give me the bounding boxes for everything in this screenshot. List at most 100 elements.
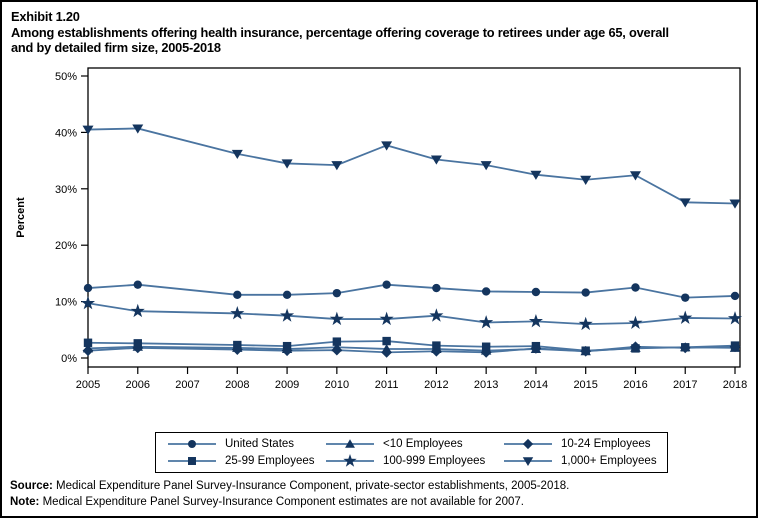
x-tick-label: 2015: [573, 379, 597, 391]
source-label: Source:: [10, 480, 53, 492]
legend-label-united-states: United States: [225, 438, 295, 450]
legend-item-united-states: United States: [166, 436, 324, 452]
x-tick-label: 2012: [424, 379, 448, 391]
1-000-employees-marker-icon: [504, 457, 552, 466]
data-point-10-24-employees-2011: [381, 346, 393, 358]
data-point-10-24-employees-2005: [82, 345, 94, 357]
data-point-100-999-employees-2013: [479, 315, 494, 329]
data-point-1-000-employees-2016: [629, 171, 641, 181]
source-note: Source: Medical Expenditure Panel Survey…: [10, 478, 748, 494]
chart-title-line-1: Among establishments offering health ins…: [11, 24, 669, 40]
legend-item-10-employees: <10 Employees: [324, 436, 502, 452]
data-point-25-99-employees-2005: [83, 338, 93, 347]
x-tick-label: 2017: [673, 379, 697, 391]
data-point-25-99-employees-2010: [332, 337, 342, 346]
data-point-1-000-employees-2009: [281, 159, 293, 169]
data-point-1-000-employees-2006: [132, 124, 144, 134]
data-point-united-states-2011: [382, 280, 391, 289]
data-point-united-states-2006: [133, 280, 142, 289]
data-point-united-states-2009: [282, 290, 292, 300]
availability-note: Note: Medical Expenditure Panel Survey-I…: [10, 494, 748, 510]
legend-item-10-24-employees: 10-24 Employees: [502, 436, 657, 452]
data-point-100-999-employees-2009: [280, 308, 295, 322]
data-point-100-999-employees-2005: [80, 295, 96, 310]
legend-label-25-99-employees: 25-99 Employees: [225, 455, 315, 467]
data-point-10-24-employees-2010: [331, 344, 343, 356]
y-tick-label: 30%: [55, 184, 77, 196]
data-point-united-states-2012: [432, 283, 441, 293]
legend-label-1-000-employees: 1,000+ Employees: [561, 455, 657, 467]
data-point-100-999-employees-2010: [329, 311, 344, 326]
legend-item-25-99-employees: 25-99 Employees: [166, 453, 324, 469]
x-tick-label: 2006: [126, 379, 150, 391]
data-point-100-999-employees-2012: [429, 308, 444, 322]
x-tick-label: 2016: [623, 379, 647, 391]
y-tick-label: 0%: [61, 353, 77, 365]
data-point-100-999-employees-2014: [528, 313, 543, 328]
exhibit-label: Exhibit 1.20: [11, 9, 80, 24]
25-99-employees-marker-icon: [168, 457, 216, 465]
data-point-100-999-employees-2015: [578, 316, 593, 331]
data-point-united-states-2018: [730, 291, 740, 301]
data-point-1-000-employees-2011: [381, 141, 393, 151]
data-point-united-states-2013: [481, 287, 491, 296]
data-point-25-99-employees-2017: [681, 343, 690, 352]
chart-footer: Source: Medical Expenditure Panel Survey…: [10, 478, 748, 510]
y-tick-label: 20%: [55, 240, 77, 252]
data-point-25-99-employees-2011: [382, 336, 391, 346]
data-point-100-999-employees-2011: [379, 311, 394, 326]
x-tick-label: 2013: [474, 379, 498, 391]
data-point-25-99-employees-2015: [581, 346, 590, 355]
x-tick-label: 2005: [76, 379, 100, 391]
data-point-united-states-2005: [83, 283, 93, 293]
data-point-100-999-employees-2016: [628, 315, 643, 330]
data-point-100-999-employees-2018: [727, 311, 743, 325]
data-point-100-999-employees-2008: [230, 306, 245, 320]
data-point-1-000-employees-2018: [729, 199, 741, 209]
x-tick-label: 2014: [524, 379, 548, 391]
x-tick-label: 2010: [325, 379, 349, 391]
legend-label-100-999-employees: 100-999 Employees: [383, 455, 486, 467]
data-point-100-999-employees-2006: [130, 303, 145, 318]
data-point-25-99-employees-2012: [432, 341, 441, 350]
data-point-100-999-employees-2017: [678, 310, 693, 324]
united-states-marker-icon: [168, 440, 216, 448]
note-label: Note:: [10, 496, 40, 508]
chart-title-line-2: and by detailed firm size, 2005-2018: [11, 40, 221, 55]
data-point-1-000-employees-2010: [331, 161, 343, 171]
data-point-united-states-2015: [581, 288, 590, 297]
data-point-united-states-2010: [332, 288, 342, 298]
data-point-1-000-employees-2015: [580, 175, 592, 185]
100-999-employees-marker-icon: [326, 453, 374, 467]
legend-label-10-employees: <10 Employees: [383, 438, 463, 450]
data-point-united-states-2014: [531, 287, 541, 297]
data-point-1-000-employees-2013: [480, 161, 492, 171]
y-axis-title: Percent: [15, 197, 27, 238]
legend-item-100-999-employees: 100-999 Employees: [324, 453, 502, 469]
x-tick-label: 2008: [225, 379, 249, 391]
data-point-25-99-employees-2013: [481, 342, 491, 351]
note-text: Medical Expenditure Panel Survey-Insuran…: [42, 496, 524, 508]
data-point-25-99-employees-2006: [133, 339, 142, 348]
chart-legend: United States <10 Employees 10-24 Employee…: [155, 432, 668, 473]
x-tick-label: 2009: [275, 379, 299, 391]
data-point-25-99-employees-2016: [631, 344, 640, 353]
legend-label-10-24-employees: 10-24 Employees: [561, 438, 651, 450]
y-tick-label: 50%: [55, 71, 77, 83]
10-employees-marker-icon: [326, 439, 374, 448]
legend-item-1-000-employees: 1,000+ Employees: [502, 453, 657, 469]
x-tick-label: 2007: [175, 379, 199, 391]
data-point-united-states-2016: [631, 283, 640, 292]
y-tick-label: 10%: [55, 297, 77, 309]
10-24-employees-marker-icon: [504, 438, 552, 450]
x-tick-label: 2011: [375, 379, 399, 391]
x-tick-label: 2018: [723, 379, 747, 391]
data-point-25-99-employees-2008: [233, 340, 242, 350]
data-point-united-states-2008: [233, 290, 242, 300]
source-text: Medical Expenditure Panel Survey-Insuran…: [56, 480, 570, 492]
data-point-25-99-employees-2018: [730, 341, 740, 350]
data-point-1-000-employees-2005: [82, 125, 94, 135]
data-point-1-000-employees-2008: [231, 149, 243, 160]
